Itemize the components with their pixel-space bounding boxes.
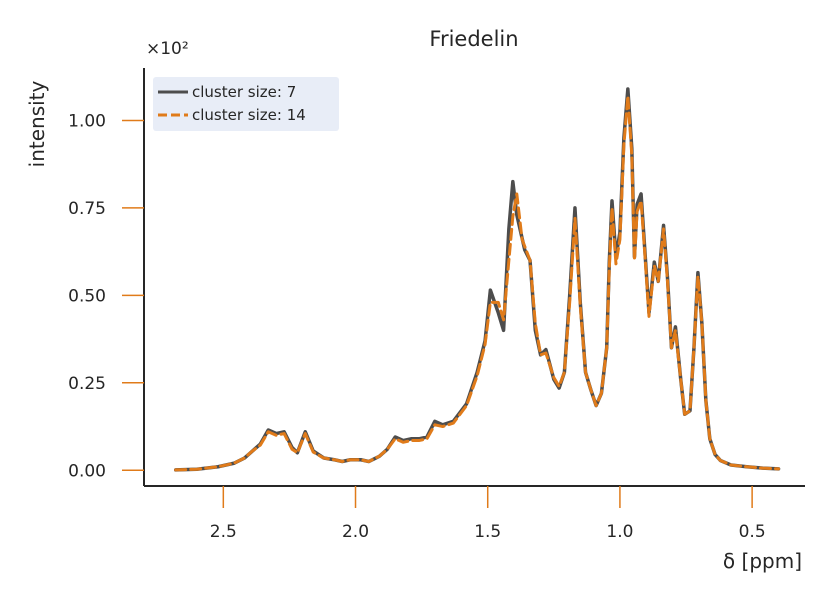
x-tick-label: 2.5: [210, 522, 237, 542]
legend-background: [153, 77, 339, 131]
y-tick-label: 0.25: [68, 374, 106, 394]
series-line-2: [174, 94, 781, 472]
y-tick-label: 0.00: [68, 461, 106, 481]
x-tick-label: 1.0: [606, 522, 633, 542]
y-tick-label: 0.75: [68, 199, 106, 219]
legend-label-2: cluster size: 14: [192, 106, 306, 124]
y-tick-label: 1.00: [68, 111, 106, 131]
series-layer: [173, 87, 781, 472]
x-tick-label: 0.5: [739, 522, 766, 542]
legend-label-1: cluster size: 7: [192, 83, 296, 101]
legend: cluster size: 7 cluster size: 14: [153, 77, 339, 131]
x-tick-label: 1.5: [474, 522, 501, 542]
y-axis-label: intensity: [25, 80, 49, 167]
chart-title: Friedelin: [429, 27, 518, 51]
y-tick-label: 0.50: [68, 286, 106, 306]
x-tick-label: 2.0: [342, 522, 369, 542]
y-axis-multiplier: ×10²: [146, 39, 189, 59]
axes: [143, 68, 805, 487]
x-axis-label: δ [ppm]: [723, 549, 802, 573]
ticks: 0.00 0.25 0.50 0.75 1.00 2.5 2.0 1.5 1.0 0.5: [68, 111, 766, 542]
